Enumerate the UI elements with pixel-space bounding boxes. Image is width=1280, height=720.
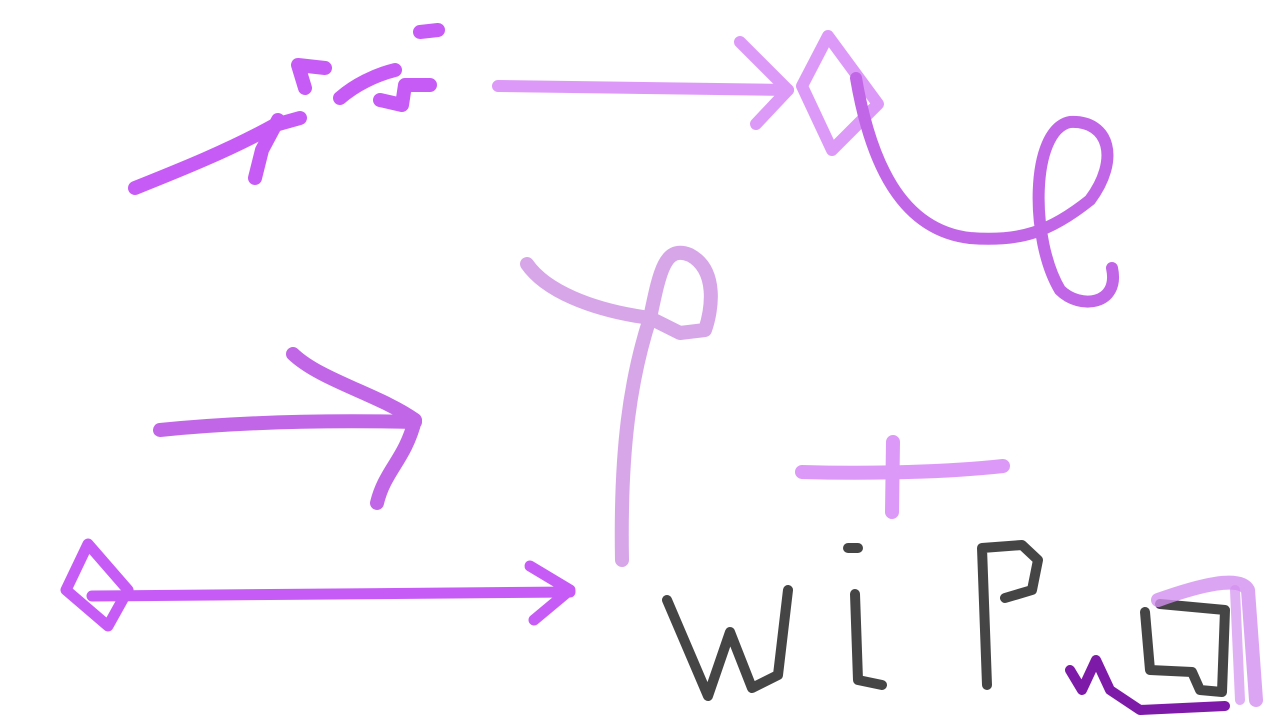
stroke <box>413 23 445 39</box>
diamond <box>60 538 134 632</box>
stroke <box>291 58 332 95</box>
plus-sign <box>795 435 1010 519</box>
stroke <box>1140 599 1230 697</box>
thick-arrow <box>153 347 422 510</box>
stroke <box>1065 655 1230 715</box>
stroke <box>286 347 422 510</box>
stroke <box>492 80 794 96</box>
loop-curve <box>850 72 1120 308</box>
stroke <box>153 414 422 437</box>
stroke <box>1151 575 1263 707</box>
stroke <box>1230 585 1245 705</box>
diamond-arrow <box>60 538 576 632</box>
stroke <box>977 540 1043 690</box>
stroke <box>373 78 437 112</box>
stroke <box>333 63 402 105</box>
stroke <box>662 585 793 701</box>
stroke <box>734 36 794 130</box>
stroke <box>885 435 900 519</box>
stroke <box>248 113 285 185</box>
arrow-diamond <box>492 30 884 156</box>
loop-stroke <box>520 245 718 567</box>
scribble-arrow <box>128 23 445 195</box>
stroke <box>850 589 887 690</box>
stroke <box>795 459 1010 480</box>
stroke <box>524 560 576 626</box>
stroke <box>86 586 576 602</box>
corner-scribble <box>1065 575 1263 715</box>
wip-scribble <box>662 540 1230 701</box>
